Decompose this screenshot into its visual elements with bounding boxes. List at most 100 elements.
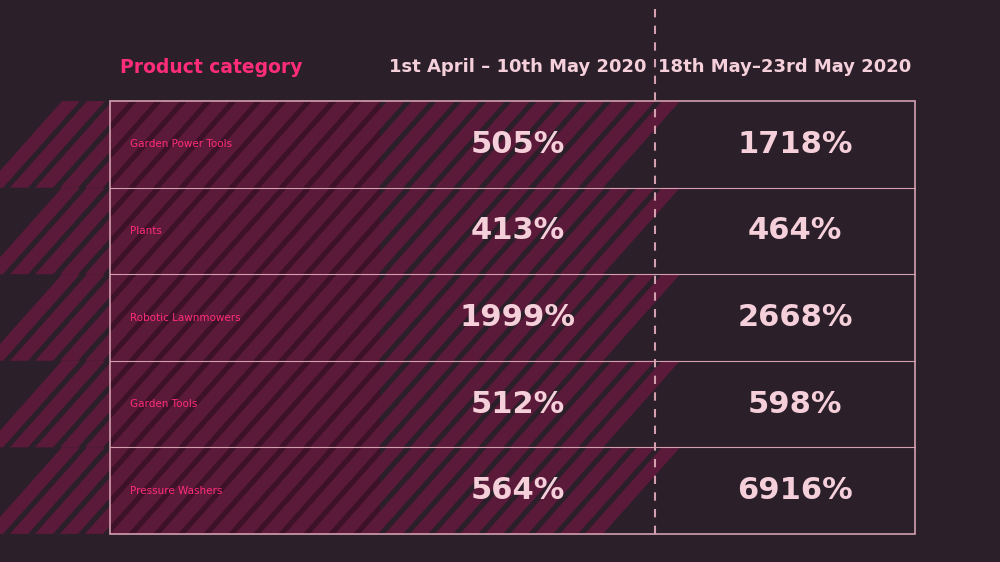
Polygon shape (235, 274, 330, 361)
Polygon shape (510, 361, 605, 447)
Polygon shape (585, 101, 680, 188)
Text: 598%: 598% (748, 389, 842, 419)
Polygon shape (385, 101, 480, 188)
Polygon shape (35, 447, 130, 534)
Polygon shape (260, 447, 355, 534)
Polygon shape (460, 101, 555, 188)
Polygon shape (35, 101, 130, 188)
Polygon shape (210, 101, 305, 188)
Polygon shape (35, 274, 130, 361)
Polygon shape (510, 188, 605, 274)
Polygon shape (260, 361, 355, 447)
Text: 564%: 564% (470, 476, 565, 505)
Polygon shape (560, 274, 655, 361)
Polygon shape (0, 274, 80, 361)
Polygon shape (160, 101, 255, 188)
Polygon shape (460, 447, 555, 534)
Polygon shape (310, 188, 405, 274)
Polygon shape (160, 361, 255, 447)
Polygon shape (0, 361, 80, 447)
Polygon shape (335, 361, 430, 447)
Polygon shape (410, 361, 505, 447)
Polygon shape (235, 101, 330, 188)
Polygon shape (260, 274, 355, 361)
Polygon shape (410, 188, 505, 274)
Polygon shape (285, 274, 380, 361)
Polygon shape (260, 101, 355, 188)
Polygon shape (360, 361, 455, 447)
Polygon shape (285, 447, 380, 534)
Polygon shape (85, 447, 180, 534)
Polygon shape (385, 447, 480, 534)
Polygon shape (285, 101, 380, 188)
Polygon shape (310, 447, 405, 534)
Polygon shape (135, 361, 230, 447)
Polygon shape (0, 447, 80, 534)
Polygon shape (185, 274, 280, 361)
Polygon shape (110, 101, 380, 188)
Text: Garden Tools: Garden Tools (130, 399, 197, 409)
Polygon shape (285, 361, 380, 447)
Polygon shape (560, 361, 655, 447)
Polygon shape (10, 447, 105, 534)
Polygon shape (135, 447, 230, 534)
Text: 505%: 505% (470, 130, 565, 159)
Polygon shape (135, 274, 230, 361)
Polygon shape (10, 361, 105, 447)
Polygon shape (335, 101, 430, 188)
Polygon shape (585, 361, 680, 447)
Polygon shape (135, 188, 230, 274)
Text: 1718%: 1718% (737, 130, 853, 159)
Polygon shape (460, 188, 555, 274)
Polygon shape (560, 101, 655, 188)
Text: Robotic Lawnmowers: Robotic Lawnmowers (130, 312, 241, 323)
Text: 512%: 512% (470, 389, 565, 419)
Polygon shape (235, 188, 330, 274)
Polygon shape (485, 101, 580, 188)
Polygon shape (10, 188, 105, 274)
Polygon shape (0, 188, 80, 274)
Polygon shape (85, 188, 180, 274)
Polygon shape (485, 274, 580, 361)
Polygon shape (585, 274, 680, 361)
Text: Plants: Plants (130, 226, 162, 236)
Polygon shape (85, 361, 180, 447)
Polygon shape (110, 361, 205, 447)
Polygon shape (410, 101, 505, 188)
Polygon shape (460, 361, 555, 447)
Polygon shape (110, 447, 380, 534)
Text: 1999%: 1999% (460, 303, 576, 332)
Polygon shape (385, 188, 480, 274)
Polygon shape (410, 274, 505, 361)
Polygon shape (485, 188, 580, 274)
Polygon shape (85, 274, 180, 361)
Polygon shape (185, 101, 280, 188)
Polygon shape (35, 361, 130, 447)
Polygon shape (435, 101, 530, 188)
Polygon shape (210, 274, 305, 361)
Polygon shape (285, 188, 380, 274)
Polygon shape (10, 274, 105, 361)
Polygon shape (360, 274, 455, 361)
Text: Pressure Washers: Pressure Washers (130, 486, 222, 496)
Polygon shape (560, 447, 655, 534)
Polygon shape (410, 447, 505, 534)
Polygon shape (60, 447, 155, 534)
Polygon shape (535, 274, 630, 361)
Text: 464%: 464% (748, 216, 842, 246)
Polygon shape (535, 447, 630, 534)
Polygon shape (535, 361, 630, 447)
Polygon shape (510, 101, 605, 188)
Polygon shape (85, 101, 180, 188)
Polygon shape (60, 361, 155, 447)
Polygon shape (385, 361, 480, 447)
Polygon shape (310, 361, 405, 447)
Polygon shape (385, 274, 480, 361)
Polygon shape (35, 188, 130, 274)
Text: 413%: 413% (470, 216, 565, 246)
Polygon shape (560, 188, 655, 274)
Polygon shape (485, 361, 580, 447)
Polygon shape (535, 188, 630, 274)
Polygon shape (10, 101, 105, 188)
Polygon shape (60, 101, 155, 188)
